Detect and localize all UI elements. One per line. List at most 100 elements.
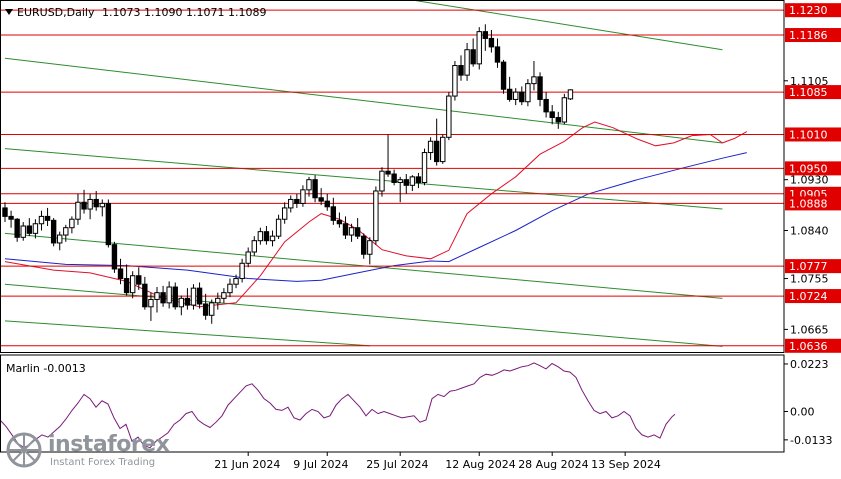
candle-body-78 <box>477 32 481 64</box>
candle-body-45 <box>276 219 280 236</box>
logo-main-text: instaforex <box>48 432 169 457</box>
candle-73 <box>447 92 451 140</box>
candle-body-81 <box>495 47 499 62</box>
price-tick-label-3: 1.0755 <box>790 273 829 286</box>
candle-body-47 <box>289 199 293 207</box>
candle-body-14 <box>88 199 92 209</box>
candle-body-30 <box>185 298 189 305</box>
candle-body-18 <box>112 245 116 269</box>
candle-body-25 <box>155 293 159 300</box>
candle-body-38 <box>234 279 238 285</box>
candle-28 <box>173 283 177 310</box>
candle-body-87 <box>532 77 536 84</box>
candle-body-20 <box>124 279 128 293</box>
candle-body-11 <box>70 219 74 227</box>
candle-body-60 <box>368 241 372 255</box>
candle-body-10 <box>64 228 68 235</box>
candle-body-24 <box>149 299 153 306</box>
candle-body-73 <box>447 96 451 137</box>
candle-body-46 <box>282 208 286 219</box>
candle-body-5 <box>33 224 37 234</box>
price-tick-label-1: 1.0930 <box>790 174 829 187</box>
candle-body-49 <box>301 190 305 204</box>
candle-body-2 <box>15 219 19 237</box>
candle-body-3 <box>21 226 25 237</box>
candle-body-29 <box>179 298 183 306</box>
candle-body-39 <box>240 263 244 278</box>
candle-82 <box>501 60 505 94</box>
time-tick-label-5: 13 Sep 2024 <box>591 458 661 471</box>
candle-74 <box>453 61 457 101</box>
candle-body-68 <box>416 177 420 183</box>
candle-body-92 <box>562 98 566 122</box>
candle-body-50 <box>307 180 311 190</box>
candle-body-59 <box>362 236 366 254</box>
candle-body-54 <box>331 207 335 221</box>
chart-symbol-title: EURUSD,Daily <box>17 6 95 19</box>
candle-body-12 <box>76 202 80 219</box>
candle-92 <box>562 94 566 125</box>
price-tick-label-4: 1.0665 <box>790 323 829 336</box>
time-tick-label-0: 21 Jun 2024 <box>214 458 280 471</box>
candle-body-61 <box>374 191 378 241</box>
candle-body-33 <box>203 304 207 315</box>
instaforex-logo: instaforex Instant Forex Trading <box>0 430 180 475</box>
candle-body-67 <box>410 177 414 185</box>
instaforex-logo-mark-icon <box>6 432 42 468</box>
candle-body-72 <box>441 137 445 161</box>
candle-body-65 <box>398 180 402 183</box>
candle-body-9 <box>58 235 62 243</box>
candle-72 <box>441 134 445 163</box>
level-label-3: 1.1010 <box>789 128 828 141</box>
candle-86 <box>526 79 530 106</box>
candle-body-86 <box>526 84 530 102</box>
candle-17 <box>106 199 110 247</box>
candle-93 <box>568 89 572 100</box>
candle-body-40 <box>246 252 250 263</box>
indicator-label: Marlin -0.0013 <box>6 362 86 375</box>
candle-body-85 <box>520 92 524 102</box>
logo-sub-text: Instant Forex Trading <box>50 457 155 468</box>
level-label-0: 1.1230 <box>789 4 828 17</box>
candle-body-89 <box>544 99 548 111</box>
candle-body-64 <box>392 174 396 182</box>
candle-body-37 <box>228 284 232 292</box>
candle-body-82 <box>501 62 505 89</box>
candle-body-56 <box>343 224 347 235</box>
candle-body-15 <box>94 199 98 206</box>
candle-body-53 <box>325 201 329 207</box>
price-tick-label-0: 1.1105 <box>790 75 829 88</box>
candle-69 <box>422 149 426 186</box>
level-label-2: 1.1085 <box>789 86 828 99</box>
candle-body-83 <box>507 89 511 99</box>
candle-body-57 <box>349 228 353 235</box>
osc-tick-label-2: -0.0133 <box>790 434 832 447</box>
candle-body-43 <box>264 232 268 241</box>
level-label-9: 1.0636 <box>789 340 828 353</box>
candle-body-90 <box>550 112 554 118</box>
time-tick-label-1: 9 Jul 2024 <box>293 458 348 471</box>
candle-body-74 <box>453 66 457 97</box>
level-label-6: 1.0888 <box>789 197 828 210</box>
time-tick-label-2: 25 Jul 2024 <box>366 458 428 471</box>
candle-body-35 <box>216 298 220 303</box>
candle-body-7 <box>45 216 49 220</box>
osc-tick-label-1: 0.00 <box>790 405 815 418</box>
price-tick-label-2: 1.0840 <box>790 225 829 238</box>
candle-body-88 <box>538 77 542 100</box>
level-label-8: 1.0724 <box>789 290 828 303</box>
candle-51 <box>313 175 317 202</box>
level-label-7: 1.0777 <box>789 260 828 273</box>
candle-body-71 <box>434 141 438 161</box>
candle-body-36 <box>222 293 226 299</box>
candle-body-63 <box>386 171 390 174</box>
candle-body-22 <box>137 276 141 284</box>
candle-body-19 <box>118 269 122 279</box>
candle-body-91 <box>556 118 560 123</box>
candle-8 <box>51 218 55 246</box>
candle-body-13 <box>82 202 86 209</box>
candle-body-79 <box>483 32 487 39</box>
candle-body-1 <box>9 216 13 219</box>
candle-body-17 <box>106 203 110 244</box>
